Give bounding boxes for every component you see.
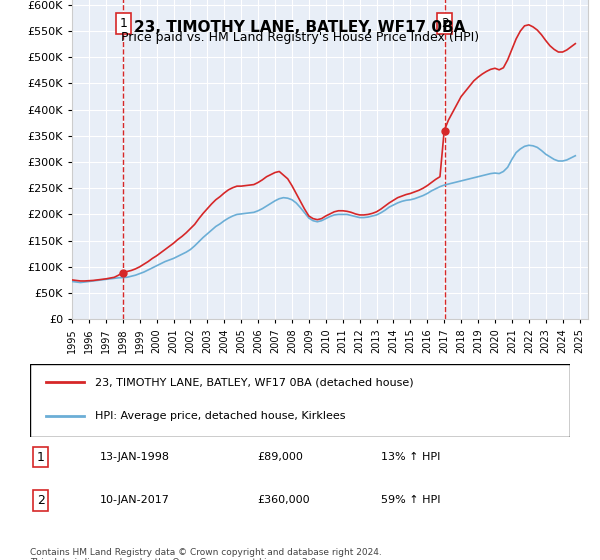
Text: 2: 2 bbox=[37, 494, 45, 507]
Text: Contains HM Land Registry data © Crown copyright and database right 2024.
This d: Contains HM Land Registry data © Crown c… bbox=[30, 548, 382, 560]
Text: 2: 2 bbox=[441, 17, 449, 30]
Text: 1: 1 bbox=[37, 451, 45, 464]
Text: 23, TIMOTHY LANE, BATLEY, WF17 0BA (detached house): 23, TIMOTHY LANE, BATLEY, WF17 0BA (deta… bbox=[95, 377, 413, 387]
Text: 10-JAN-2017: 10-JAN-2017 bbox=[100, 496, 170, 505]
FancyBboxPatch shape bbox=[30, 364, 570, 437]
Text: 23, TIMOTHY LANE, BATLEY, WF17 0BA: 23, TIMOTHY LANE, BATLEY, WF17 0BA bbox=[134, 20, 466, 35]
Text: 13-JAN-1998: 13-JAN-1998 bbox=[100, 452, 170, 462]
Text: 13% ↑ HPI: 13% ↑ HPI bbox=[381, 452, 440, 462]
Text: £360,000: £360,000 bbox=[257, 496, 310, 505]
Text: £89,000: £89,000 bbox=[257, 452, 302, 462]
Text: 59% ↑ HPI: 59% ↑ HPI bbox=[381, 496, 440, 505]
Text: 1: 1 bbox=[119, 17, 127, 30]
Text: Price paid vs. HM Land Registry's House Price Index (HPI): Price paid vs. HM Land Registry's House … bbox=[121, 31, 479, 44]
Text: HPI: Average price, detached house, Kirklees: HPI: Average price, detached house, Kirk… bbox=[95, 412, 346, 422]
